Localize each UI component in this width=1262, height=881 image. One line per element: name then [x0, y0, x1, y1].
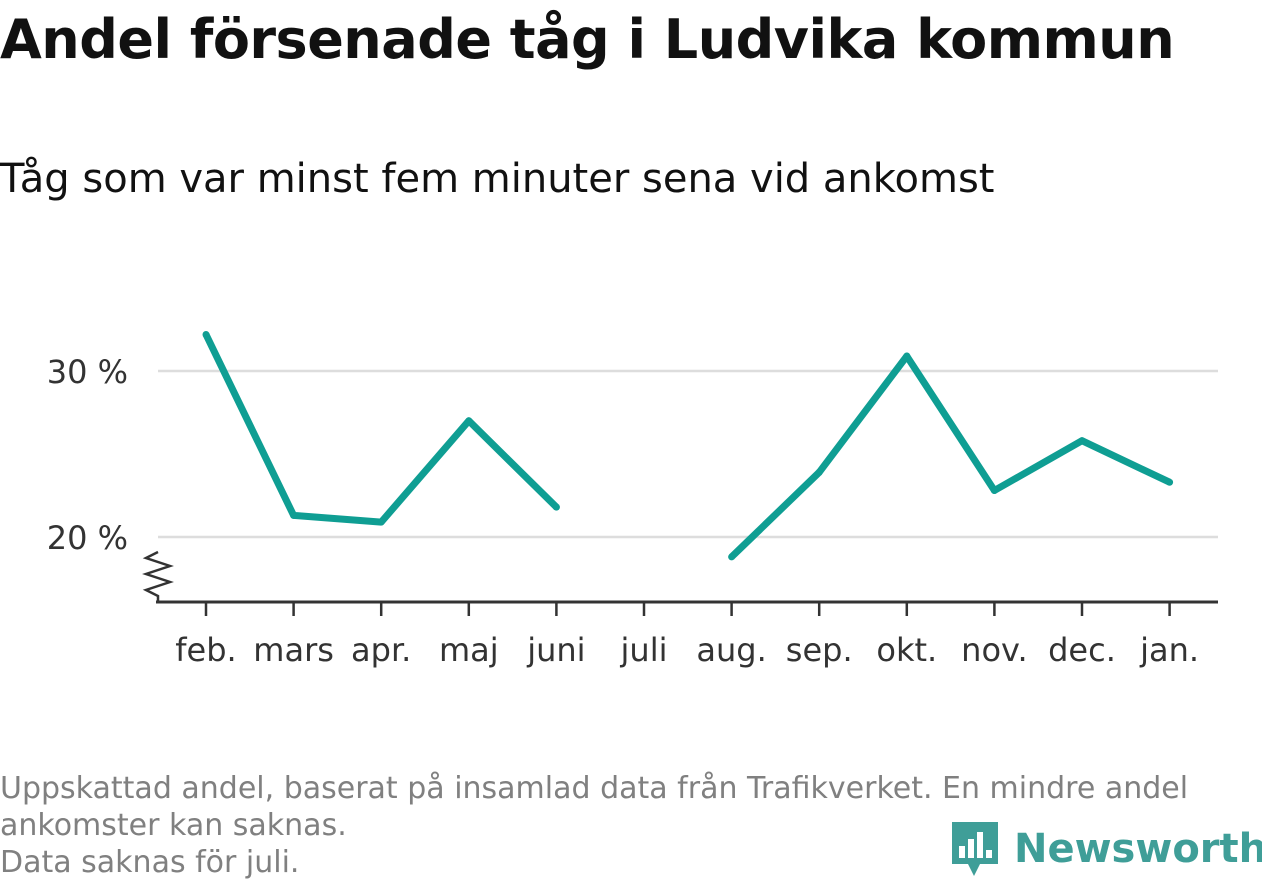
data-point: [728, 553, 736, 561]
x-tick-label: juni: [526, 631, 585, 669]
x-tick-label: jan.: [1139, 631, 1199, 669]
x-tick-label: dec.: [1048, 631, 1116, 669]
brand-name: Newsworthy: [1014, 826, 1262, 872]
footnote-line-2: ankomster kan saknas.: [0, 808, 347, 843]
x-axis: feb. mars apr. maj juni juli aug. sep. okt. nov. d…: [156, 600, 1218, 669]
x-tick-label: apr.: [351, 631, 411, 669]
axis-break-icon: [142, 550, 174, 602]
newsworthy-logo-icon: [952, 822, 998, 876]
y-axis: 20 % 30 %: [47, 353, 174, 602]
x-tick-label: okt.: [876, 631, 937, 669]
data-point: [377, 518, 385, 526]
data-point: [465, 417, 473, 425]
footnote: Uppskattad andel, baserat på insamlad da…: [0, 770, 1250, 881]
line-chart: 20 % 30 % feb. mars apr. maj juni juli aug. sep.…: [47, 330, 1218, 669]
data-point: [1166, 478, 1174, 486]
data-point: [815, 468, 823, 476]
brand-logo[interactable]: Newsworthy: [950, 820, 1262, 878]
footnote-line-1: Uppskattad andel, baserat på insamlad da…: [0, 771, 1189, 806]
data-point: [552, 503, 560, 511]
data-point: [903, 352, 911, 360]
y-tick-label: 30 %: [47, 353, 128, 391]
series-segment: [729, 352, 1172, 560]
x-tick-label: juli: [620, 631, 668, 669]
x-tick-label: aug.: [696, 631, 766, 669]
data-point: [1078, 437, 1086, 445]
data-point: [990, 487, 998, 495]
chart-title: Andel försenade tåg i Ludvika kommun: [0, 8, 1175, 71]
series-line: [202, 330, 1174, 561]
data-point: [202, 330, 210, 338]
x-tick-label: mars: [253, 631, 334, 669]
data-point: [290, 511, 298, 519]
x-tick-label: feb.: [175, 631, 236, 669]
x-tick-label: nov.: [961, 631, 1027, 669]
series-segment: [202, 332, 559, 526]
x-tick-label: maj: [439, 631, 499, 669]
chart-subtitle: Tåg som var minst fem minuter sena vid a…: [0, 156, 995, 202]
x-tick-label: sep.: [786, 631, 853, 669]
gridlines: [158, 369, 1218, 539]
footnote-line-3: Data saknas för juli.: [0, 845, 300, 880]
y-tick-label: 20 %: [47, 519, 128, 557]
